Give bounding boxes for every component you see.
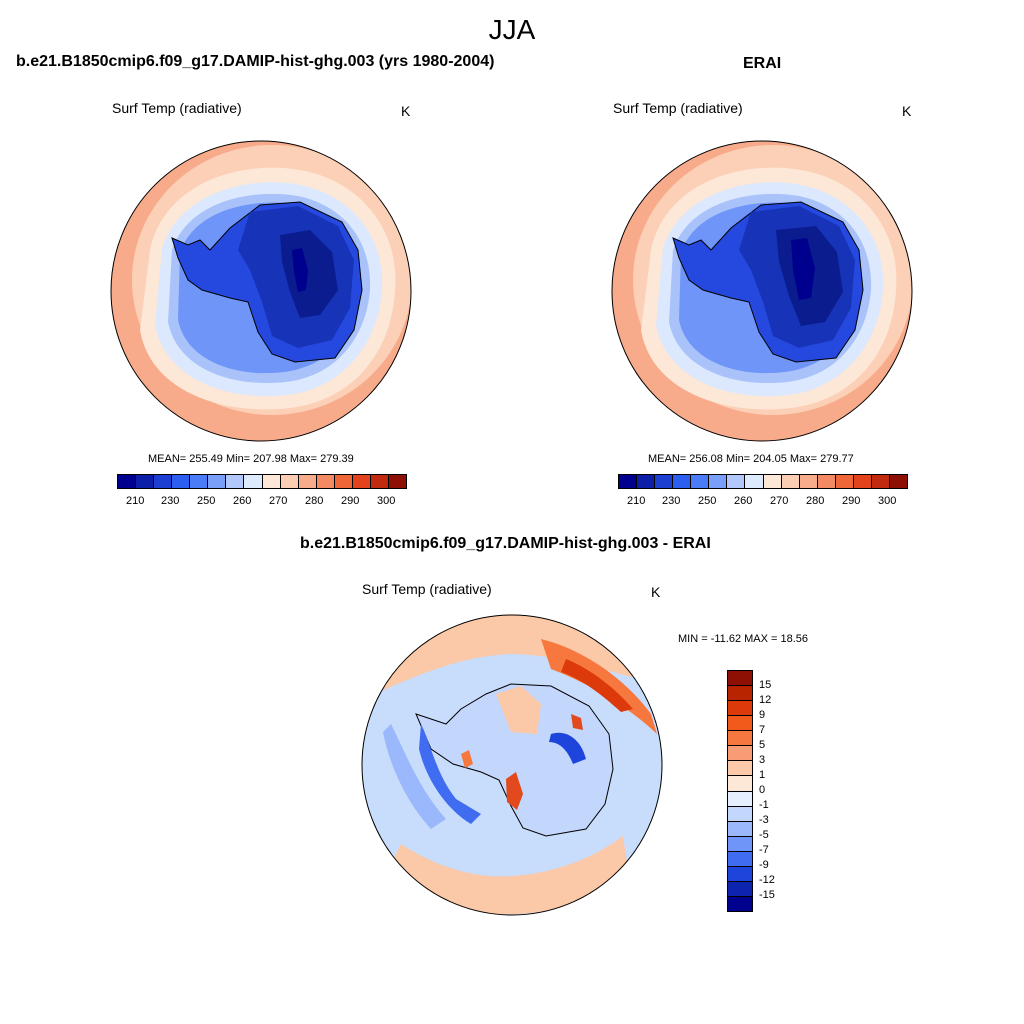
- colorbar-swatch: [728, 791, 752, 807]
- colorbar-tick-label: 15: [759, 679, 772, 691]
- colorbar-tick-label: -9: [759, 859, 769, 871]
- colorbar-swatch: [853, 475, 872, 488]
- colorbar-swatch: [691, 475, 710, 488]
- left-panel-title: b.e21.B1850cmip6.f09_g17.DAMIP-hist-ghg.…: [16, 53, 495, 70]
- colorbar-swatch: [316, 475, 335, 488]
- colorbar-tick-label: 1: [759, 769, 766, 781]
- colorbar-tick-label: -15: [759, 889, 775, 901]
- colorbar-tick-label: 260: [734, 495, 753, 507]
- figure-title: JJA: [488, 14, 536, 45]
- colorbar-swatch: [727, 475, 746, 488]
- colorbar-swatch: [728, 761, 752, 777]
- colorbar-tick-label: 300: [377, 495, 396, 507]
- colorbar-swatch: [334, 475, 353, 488]
- diff-panel-title: b.e21.B1850cmip6.f09_g17.DAMIP-hist-ghg.…: [300, 535, 711, 552]
- colorbar-tick-label: 260: [233, 495, 252, 507]
- colorbar-tick-label: -12: [759, 874, 775, 886]
- colorbar-swatch: [208, 475, 227, 488]
- colorbar-swatch: [728, 836, 752, 852]
- right-temperature-map: [611, 140, 913, 442]
- colorbar-tick-label: 250: [197, 495, 216, 507]
- colorbar-swatch: [226, 475, 245, 488]
- diff-colorbar: [727, 670, 753, 912]
- colorbar-swatch: [154, 475, 173, 488]
- colorbar-swatch: [728, 776, 752, 792]
- colorbar-swatch: [262, 475, 281, 488]
- diff-units-label: K: [651, 584, 661, 600]
- colorbar-tick-label: 270: [269, 495, 288, 507]
- right-colorbar: [618, 474, 908, 489]
- colorbar-swatch: [709, 475, 728, 488]
- colorbar-swatch: [745, 475, 764, 488]
- colorbar-tick-label: 230: [161, 495, 180, 507]
- colorbar-swatch: [871, 475, 890, 488]
- colorbar-swatch: [244, 475, 263, 488]
- right-stats: MEAN= 256.08 Min= 204.05 Max= 279.77: [648, 453, 854, 465]
- colorbar-swatch: [370, 475, 389, 488]
- right-units-label: K: [902, 103, 912, 119]
- left-stats: MEAN= 255.49 Min= 207.98 Max= 279.39: [148, 453, 354, 465]
- colorbar-tick-label: -5: [759, 829, 769, 841]
- colorbar-tick-label: 5: [759, 739, 766, 751]
- colorbar-swatch: [728, 731, 752, 747]
- colorbar-swatch: [118, 475, 137, 488]
- colorbar-tick-label: 3: [759, 754, 766, 766]
- colorbar-swatch: [673, 475, 692, 488]
- left-units-label: K: [401, 103, 411, 119]
- colorbar-swatch: [655, 475, 674, 488]
- diff-variable-label: Surf Temp (radiative): [362, 581, 492, 597]
- colorbar-swatch: [728, 851, 752, 867]
- left-temperature-map: [110, 140, 412, 442]
- colorbar-tick-label: 290: [842, 495, 861, 507]
- colorbar-tick-label: 210: [126, 495, 145, 507]
- colorbar-swatch: [835, 475, 854, 488]
- colorbar-tick-label: 280: [305, 495, 324, 507]
- left-colorbar: [117, 474, 407, 489]
- colorbar-swatch: [728, 671, 752, 687]
- difference-map: [361, 614, 663, 916]
- colorbar-swatch: [763, 475, 782, 488]
- right-panel-title: ERAI: [743, 55, 782, 72]
- colorbar-tick-label: 250: [698, 495, 717, 507]
- colorbar-swatch: [728, 866, 752, 882]
- colorbar-tick-label: 280: [806, 495, 825, 507]
- colorbar-swatch: [889, 475, 907, 488]
- colorbar-swatch: [728, 806, 752, 822]
- colorbar-swatch: [781, 475, 800, 488]
- colorbar-tick-label: 210: [627, 495, 646, 507]
- colorbar-swatch: [280, 475, 299, 488]
- colorbar-swatch: [637, 475, 656, 488]
- left-variable-label: Surf Temp (radiative): [112, 100, 242, 116]
- colorbar-tick-label: 290: [341, 495, 360, 507]
- colorbar-swatch: [388, 475, 406, 488]
- colorbar-tick-label: 0: [759, 784, 766, 796]
- colorbar-tick-label: -7: [759, 844, 769, 856]
- colorbar-swatch: [728, 746, 752, 762]
- colorbar-swatch: [190, 475, 209, 488]
- colorbar-swatch: [136, 475, 155, 488]
- right-variable-label: Surf Temp (radiative): [613, 100, 743, 116]
- colorbar-swatch: [298, 475, 317, 488]
- colorbar-swatch: [619, 475, 638, 488]
- colorbar-tick-label: 230: [662, 495, 681, 507]
- colorbar-tick-label: 12: [759, 694, 772, 706]
- colorbar-swatch: [728, 716, 752, 732]
- colorbar-tick-label: 300: [878, 495, 897, 507]
- colorbar-tick-label: -3: [759, 814, 769, 826]
- colorbar-swatch: [352, 475, 371, 488]
- colorbar-swatch: [728, 821, 752, 837]
- colorbar-tick-label: 270: [770, 495, 789, 507]
- colorbar-tick-label: 9: [759, 709, 766, 721]
- colorbar-swatch: [728, 881, 752, 897]
- colorbar-tick-label: -1: [759, 799, 769, 811]
- colorbar-tick-label: 7: [759, 724, 766, 736]
- colorbar-swatch: [817, 475, 836, 488]
- colorbar-swatch: [728, 701, 752, 717]
- colorbar-swatch: [728, 686, 752, 702]
- colorbar-swatch: [172, 475, 191, 488]
- colorbar-swatch: [799, 475, 818, 488]
- diff-minmax: MIN = -11.62 MAX = 18.56: [678, 633, 809, 645]
- colorbar-swatch: [728, 896, 752, 911]
